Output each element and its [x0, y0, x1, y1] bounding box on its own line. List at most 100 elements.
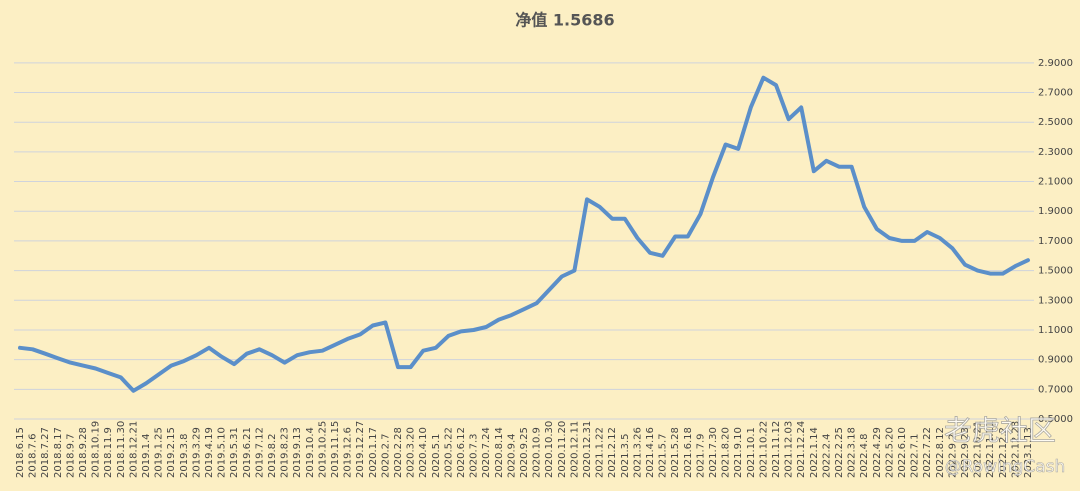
- x-tick-label: 2019.3.29: [191, 427, 202, 478]
- x-tick-label: 2021.11.12: [771, 421, 782, 478]
- x-tick-label: 2018.12.21: [128, 421, 139, 478]
- x-tick-label: 2019.8.2: [267, 433, 278, 478]
- x-tick-label: 2021.5.28: [670, 427, 681, 478]
- x-tick-label: 2022.8.12: [935, 427, 946, 478]
- x-tick-label: 2020.12.11: [569, 421, 580, 478]
- x-tick-label: 2021.10.22: [758, 421, 769, 478]
- x-tick-label: 2019.8.23: [280, 427, 291, 478]
- x-tick-label: 2019.11.15: [330, 421, 341, 478]
- x-tick-label: 2018.8.17: [53, 427, 64, 478]
- x-tick-label: 2018.7.6: [28, 433, 39, 478]
- x-tick-label: 2021.2.12: [607, 427, 618, 478]
- y-tick-label: 0.7000: [1038, 384, 1073, 395]
- x-tick-label: 2021.3.26: [632, 427, 643, 478]
- x-tick-label: 2018.9.7: [65, 433, 76, 478]
- x-tick-label: 2022.9.23: [960, 427, 971, 478]
- x-tick-label: 2019.12.6: [343, 427, 354, 478]
- x-tick-label: 2021.12.24: [796, 421, 807, 478]
- x-tick-label: 2022.5.20: [884, 427, 895, 478]
- y-tick-label: 2.9000: [1038, 58, 1073, 69]
- x-tick-label: 2019.9.13: [292, 427, 303, 478]
- chart-title: 净值 1.5686: [515, 11, 614, 30]
- x-tick-label: 2019.12.27: [355, 421, 366, 478]
- x-tick-label: 2022.12.23: [1010, 421, 1021, 478]
- x-tick-label: 2022.7.22: [922, 427, 933, 478]
- x-tick-label: 2021.9.10: [733, 427, 744, 478]
- x-tick-label: 2022.1.14: [809, 427, 820, 478]
- x-tick-label: 2020.4.10: [418, 427, 429, 478]
- x-tick-label: 2018.10.19: [91, 421, 102, 478]
- x-tick-label: 2021.8.20: [721, 427, 732, 478]
- x-tick-label: 2020.2.28: [393, 427, 404, 478]
- x-tick-label: 2022.3.18: [847, 427, 858, 478]
- x-tick-label: 2020.7.24: [481, 427, 492, 478]
- x-tick-label: 2020.1.17: [368, 427, 379, 478]
- x-tick-label: 2022.11.11: [985, 421, 996, 478]
- x-tick-label: 2020.7.3: [469, 433, 480, 478]
- x-tick-label: 2022.7.1: [910, 433, 921, 478]
- x-tick-label: 2019.1.25: [154, 427, 165, 478]
- x-tick-label: 2020.9.4: [506, 433, 517, 478]
- x-tick-label: 2020.3.20: [406, 427, 417, 478]
- x-tick-label: 2020.8.14: [494, 427, 505, 478]
- x-tick-label: 2021.12.03: [784, 421, 795, 478]
- x-tick-label: 2018.9.28: [78, 427, 89, 478]
- x-tick-label: 2022.10.21: [973, 421, 984, 478]
- x-tick-label: 2018.6.15: [15, 427, 26, 478]
- x-tick-label: 2020.5.22: [443, 427, 454, 478]
- x-tick-label: 2019.4.19: [204, 427, 215, 478]
- x-tick-label: 2021.5.7: [658, 433, 669, 478]
- y-tick-label: 2.3000: [1038, 147, 1073, 158]
- x-tick-label: 2019.5.31: [229, 427, 240, 478]
- x-tick-label: 2022.6.10: [897, 427, 908, 478]
- x-tick-label: 2019.6.21: [242, 427, 253, 478]
- x-tick-label: 2022.2.4: [821, 433, 832, 478]
- x-tick-label: 2019.7.12: [254, 427, 265, 478]
- x-tick-label: 2021.6.18: [683, 427, 694, 478]
- x-tick-label: 2020.10.30: [544, 421, 555, 478]
- y-tick-label: 2.5000: [1038, 117, 1073, 128]
- x-tick-label: 2021.7.30: [708, 427, 719, 478]
- x-tick-label: 2022.9.2: [947, 433, 958, 478]
- y-tick-label: 1.7000: [1038, 236, 1073, 247]
- x-tick-label: 2021.1.22: [595, 427, 606, 478]
- x-tick-label: 2021.4.16: [645, 427, 656, 478]
- x-tick-label: 2020.12.31: [582, 421, 593, 478]
- x-tick-label: 2022.12.2: [998, 427, 1009, 478]
- watermark: 老虎社区: [944, 414, 1056, 447]
- y-tick-label: 0.9000: [1038, 355, 1073, 366]
- x-tick-label: 2021.3.5: [620, 433, 631, 478]
- x-tick-label: 2019.5.10: [217, 427, 228, 478]
- x-tick-label: 2018.11.9: [103, 427, 114, 478]
- y-tick-label: 2.7000: [1038, 88, 1073, 99]
- x-tick-label: 2022.2.25: [834, 427, 845, 478]
- watermark-handle: @RowingCash: [945, 457, 1066, 477]
- y-tick-label: 1.1000: [1038, 325, 1073, 336]
- x-tick-label: 2019.1.4: [141, 433, 152, 478]
- x-tick-label: 2019.2.15: [166, 427, 177, 478]
- x-tick-label: 2018.11.30: [116, 421, 127, 478]
- x-tick-label: 2020.9.25: [519, 427, 530, 478]
- x-tick-label: 2021.7.9: [695, 433, 706, 478]
- x-tick-label: 2018.7.27: [40, 427, 51, 478]
- x-tick-label: 2023.1.13: [1023, 427, 1034, 478]
- x-tick-label: 2020.6.12: [456, 427, 467, 478]
- x-tick-label: 2020.2.7: [380, 433, 391, 478]
- y-tick-label: 0.5000: [1038, 414, 1073, 425]
- x-tick-label: 2019.10.4: [305, 427, 316, 478]
- x-tick-label: 2020.10.9: [532, 427, 543, 478]
- y-tick-label: 1.5000: [1038, 266, 1073, 277]
- x-tick-label: 2020.5.1: [431, 433, 442, 478]
- x-tick-label: 2021.10.1: [746, 427, 757, 478]
- y-tick-label: 2.1000: [1038, 177, 1073, 188]
- x-tick-label: 2019.3.8: [179, 433, 190, 478]
- x-tick-label: 2022.4.29: [872, 427, 883, 478]
- y-tick-label: 1.9000: [1038, 206, 1073, 217]
- x-tick-label: 2022.4.8: [859, 433, 870, 478]
- x-tick-label: 2020.11.20: [557, 421, 568, 478]
- x-tick-label: 2019.10.25: [317, 421, 328, 478]
- line: [18, 75, 1030, 393]
- y-tick-label: 1.3000: [1038, 295, 1073, 306]
